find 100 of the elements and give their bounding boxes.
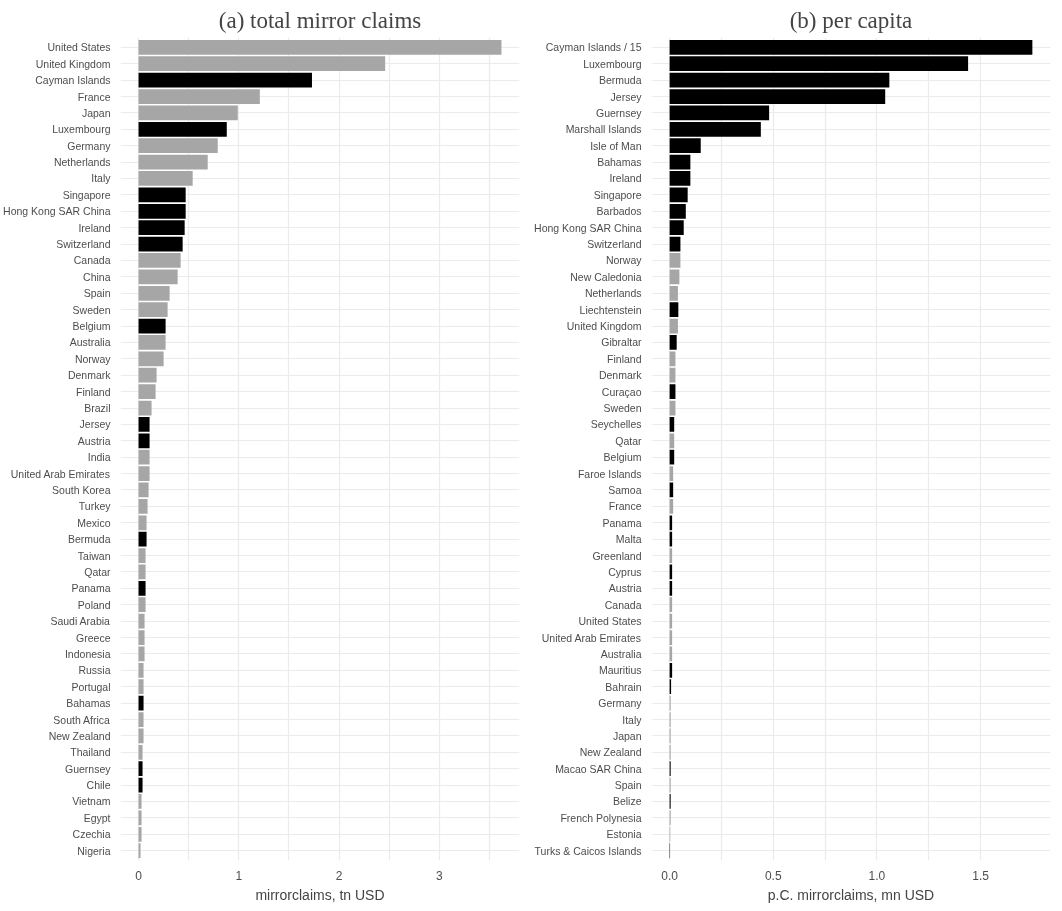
y-tick-label: Cayman Islands [35, 74, 111, 87]
y-tick-label: Denmark [67, 369, 112, 382]
bar [138, 531, 147, 547]
bar [138, 105, 238, 121]
y-tick-label: Liechtenstein [579, 303, 642, 316]
y-tick-label: Samoa [608, 483, 642, 496]
bar [138, 72, 312, 88]
y-tick-label: Qatar [84, 565, 111, 578]
x-tick-label: 1.5 [972, 868, 990, 883]
y-tick-label: United Arab Emirates [10, 467, 110, 480]
x-tick-label: 0.0 [661, 868, 679, 883]
bar [138, 761, 143, 777]
y-tick-label: Spain [614, 779, 642, 792]
bar [669, 433, 675, 449]
y-tick-label: Canada [73, 254, 111, 267]
bar [138, 580, 146, 596]
bar [138, 154, 208, 170]
y-tick-label: Brazil [84, 402, 111, 415]
y-tick-label: South Korea [52, 483, 111, 496]
y-tick-label: Estonia [606, 828, 642, 841]
y-tick-label: Bermuda [598, 74, 642, 87]
y-tick-label: Panama [602, 516, 642, 529]
y-tick-label: Austria [608, 582, 642, 595]
y-tick-label: France [608, 500, 642, 513]
y-tick-label: Switzerland [587, 238, 642, 251]
bar [669, 302, 679, 318]
bar [138, 236, 183, 252]
y-tick-label: Russia [78, 664, 111, 677]
bar [138, 728, 144, 744]
bar [138, 548, 146, 563]
y-tick-label: Cyprus [608, 565, 642, 578]
y-tick-label: Ireland [78, 221, 111, 234]
y-tick-label: Singapore [62, 188, 111, 201]
y-tick-label: Faroe Islands [577, 467, 642, 480]
y-tick-label: United Kingdom [35, 57, 111, 70]
y-tick-label: Curaçao [601, 385, 642, 398]
bar [138, 482, 149, 498]
bar [138, 564, 146, 580]
y-tick-label: Gibraltar [601, 336, 642, 349]
y-tick-label: Italy [622, 713, 643, 726]
y-tick-label: Ireland [609, 172, 642, 185]
y-tick-label: United States [47, 41, 111, 54]
bar [669, 417, 675, 432]
y-tick-label: Finland [607, 352, 642, 365]
y-tick-label: New Caledonia [570, 270, 642, 283]
y-tick-label: Bahrain [605, 680, 642, 693]
x-axis-title: mirrorclaims, tn USD [255, 886, 385, 903]
y-tick-label: Bermuda [67, 533, 111, 546]
y-tick-label: Mauritius [598, 664, 642, 677]
y-tick-label: Marshall Islands [565, 123, 642, 136]
y-tick-label: Sweden [72, 303, 111, 316]
y-tick-label: Spain [83, 287, 111, 300]
x-tick-label: 2 [335, 868, 343, 883]
y-tick-label: Barbados [596, 205, 642, 218]
y-tick-label: Japan [81, 106, 111, 119]
y-tick-label: Canada [604, 598, 642, 611]
y-tick-label: Switzerland [56, 238, 111, 251]
y-tick-label: Belgium [603, 451, 642, 464]
y-tick-label: Netherlands [53, 156, 111, 169]
chart-title: (b) per capita [789, 7, 913, 33]
y-tick-label: Norway [605, 254, 643, 267]
x-tick-label: 0 [135, 868, 143, 883]
y-tick-label: Chile [86, 779, 111, 792]
y-tick-label: Cayman Islands / 15 [545, 41, 642, 54]
y-tick-label: Indonesia [64, 647, 111, 660]
y-tick-label: Jersey [610, 90, 643, 103]
y-tick-label: Netherlands [584, 287, 642, 300]
bar [138, 744, 143, 760]
chart-title: (a) total mirror claims [218, 7, 422, 33]
y-tick-label: Mexico [77, 516, 111, 529]
bar [138, 777, 143, 793]
bar [138, 597, 146, 613]
y-tick-label: Greenland [592, 549, 642, 562]
bar [138, 712, 144, 727]
bar [138, 171, 193, 186]
y-tick-label: Hong Kong SAR China [534, 221, 642, 234]
y-tick-label: Guernsey [595, 106, 643, 119]
y-tick-label: Austria [77, 434, 111, 447]
y-tick-label: Finland [76, 385, 111, 398]
bar [138, 695, 144, 711]
y-tick-label: Isle of Man [590, 139, 642, 152]
bar [669, 285, 678, 301]
x-axis-title: p.C. mirrorclaims, mn USD [767, 886, 935, 903]
bar [138, 400, 152, 416]
y-tick-label: China [83, 270, 111, 283]
bar [138, 318, 166, 334]
bar [138, 89, 260, 104]
y-tick-label: Macao SAR China [555, 762, 642, 775]
y-tick-label: Australia [600, 647, 642, 660]
y-tick-label: United Kingdom [566, 320, 642, 333]
y-tick-label: France [77, 90, 111, 103]
y-tick-label: New Zealand [48, 729, 111, 742]
y-tick-label: Malta [615, 533, 642, 546]
y-tick-label: Norway [74, 352, 112, 365]
bar [138, 646, 145, 662]
y-tick-label: Vietnam [72, 795, 111, 808]
y-tick-label: Turkey [78, 500, 112, 513]
y-tick-label: United States [578, 615, 642, 628]
y-tick-label: Thailand [70, 746, 111, 759]
bar [669, 105, 770, 121]
